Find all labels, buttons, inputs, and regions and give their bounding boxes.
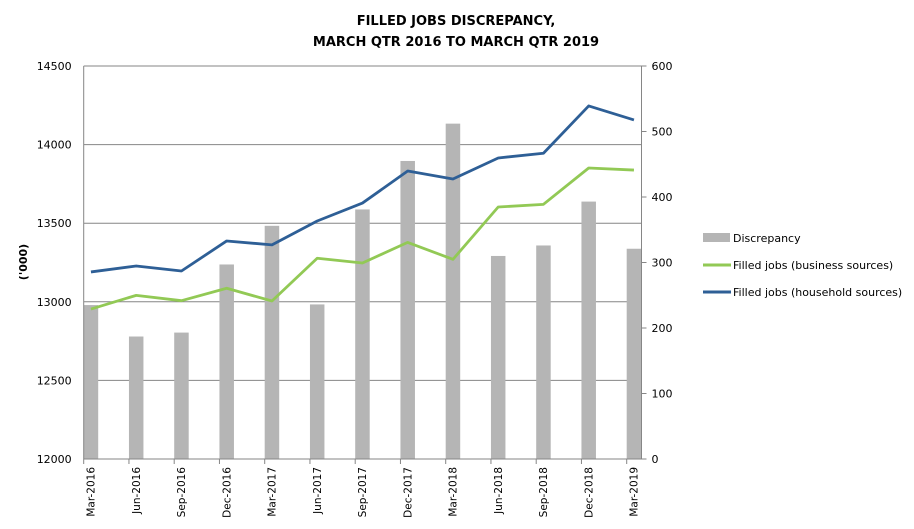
discrepancy-bar <box>355 209 370 459</box>
left-tick-label: 14000 <box>37 139 72 152</box>
discrepancy-bar <box>264 225 280 459</box>
left-tick-label: 14500 <box>37 60 72 73</box>
left-tick-label: 12000 <box>37 453 72 466</box>
chart-title-line-1: FILLED JOBS DISCREPANCY, <box>357 14 556 29</box>
x-tick-label: Jun-2017 <box>312 467 324 515</box>
discrepancy-bar <box>309 304 325 459</box>
x-tick-label: Mar-2019 <box>629 467 641 517</box>
x-tick-label: Mar-2018 <box>448 467 460 517</box>
legend-label: Filled jobs (business sources) <box>733 259 893 272</box>
x-tick-label: Dec-2017 <box>402 467 414 518</box>
x-tick-label: Sep-2018 <box>538 467 550 517</box>
left-tick-label: 12500 <box>37 374 72 387</box>
discrepancy-bar <box>581 201 596 459</box>
x-tick-label: Jun-2016 <box>131 467 143 515</box>
x-tick-label: Sep-2016 <box>176 467 188 518</box>
right-tick-label: 400 <box>652 191 673 204</box>
discrepancy-bar <box>445 123 461 459</box>
legend-swatch-discrepancy <box>703 233 730 242</box>
right-tick-label: 500 <box>652 126 673 139</box>
legend: Discrepancy Filled jobs (business sources… <box>703 232 902 299</box>
x-tick-label: Mar-2016 <box>86 467 98 517</box>
left-tick-label: 13000 <box>37 296 72 309</box>
left-tick-label: 13500 <box>37 217 72 230</box>
x-tick-label: Sep-2017 <box>357 467 369 517</box>
right-tick-label: 0 <box>652 453 659 466</box>
right-tick-label: 200 <box>652 322 673 335</box>
y-axis-label: ('000) <box>17 244 30 280</box>
legend-label: Discrepancy <box>733 232 801 245</box>
x-tick-label: Mar-2017 <box>267 467 279 517</box>
chart-title-line-2: MARCH QTR 2016 TO MARCH QTR 2019 <box>313 35 599 50</box>
x-tick-label: Dec-2018 <box>583 467 595 518</box>
discrepancy-bar <box>536 245 551 459</box>
discrepancy-bar <box>400 160 415 459</box>
discrepancy-bar <box>219 264 234 459</box>
x-tick-label: Jun-2018 <box>493 467 505 515</box>
legend-label: Filled jobs (household sources) <box>733 286 902 299</box>
right-tick-label: 100 <box>652 388 673 401</box>
right-tick-label: 600 <box>652 60 673 73</box>
discrepancy-bar <box>128 336 144 459</box>
discrepancy-bar <box>83 305 99 459</box>
right-tick-label: 300 <box>652 257 673 270</box>
x-tick-label: Dec-2016 <box>221 467 233 518</box>
discrepancy-bar <box>174 332 189 459</box>
discrepancy-bar <box>490 255 506 459</box>
discrepancy-bar <box>626 248 642 459</box>
